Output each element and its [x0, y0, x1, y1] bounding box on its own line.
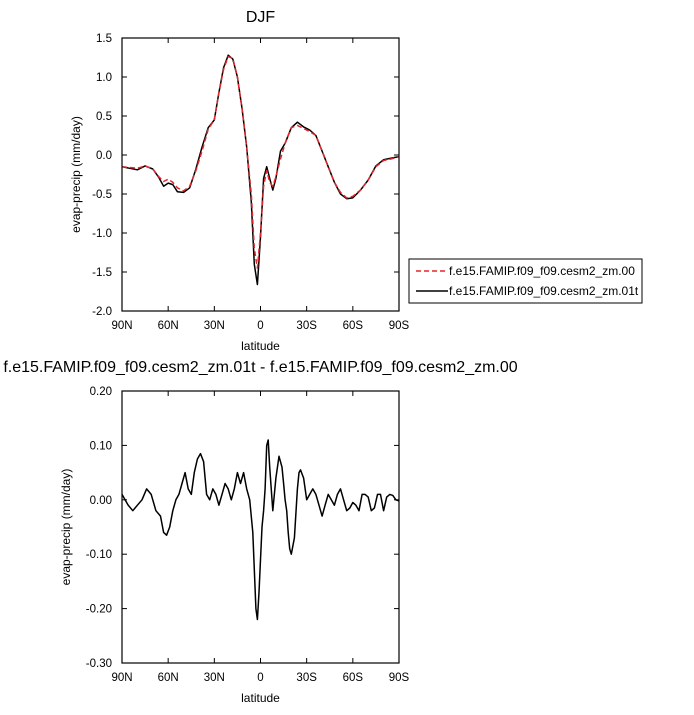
- top-x-tick-label: 60S: [343, 320, 364, 332]
- top-axis-ticks: 90N 60N 30N 0 30S 60S 90S 1.5 1.0 0.5 0.0 -0.5 -1.0 -…: [92, 33, 409, 332]
- bottom-chart-title: f.e15.FAMIP.f09_f09.cesm2_zm.01t - f.e15…: [3, 359, 517, 376]
- legend-label-zm01t: f.e15.FAMIP.f09_f09.cesm2_zm.01t: [449, 284, 639, 298]
- top-y-tick-label: 1.0: [96, 72, 112, 84]
- bottom-y-tick-label: 0.10: [90, 440, 112, 452]
- bottom-plot-frame: [121, 390, 400, 664]
- legend-box: [408, 258, 643, 304]
- top-x-tick-label: 0: [257, 320, 263, 332]
- bottom-y-tick-label: -0.30: [86, 658, 112, 670]
- bottom-axis-ticks: 90N 60N 30N 0 30S 60S 90S 0.20 0.10 0.00 -0.10 -0.2…: [86, 386, 410, 684]
- bottom-y-tick-label: 0.00: [90, 495, 112, 507]
- top-y-tick-label: -2.0: [92, 306, 112, 318]
- bottom-x-axis-label: latitude: [241, 691, 280, 705]
- top-series-line-1: [121, 54, 400, 286]
- bottom-x-tick-label: 90S: [389, 672, 410, 684]
- top-chart-title: DJF: [246, 9, 276, 26]
- top-panel: DJF 90N 60N 30N 0 30S 60S 90S 1.5 1.0 0.5 0.0 -0.5 -…: [69, 9, 410, 353]
- bottom-series-line-0: [121, 439, 400, 621]
- top-x-tick-label: 90N: [111, 320, 132, 332]
- top-y-tick-label: 1.5: [96, 33, 112, 45]
- top-y-tick-label: 0.5: [96, 111, 112, 123]
- bottom-x-tick-label: 60N: [158, 672, 179, 684]
- bottom-panel: f.e15.FAMIP.f09_f09.cesm2_zm.01t - f.e15…: [3, 359, 517, 705]
- top-plot-frame: [121, 37, 400, 312]
- top-series-line-0: [121, 55, 400, 269]
- bottom-plot-area: [121, 439, 400, 621]
- top-y-tick-label: -1.0: [92, 228, 112, 240]
- bottom-x-tick-label: 30N: [204, 672, 225, 684]
- top-x-tick-label: 30S: [296, 320, 317, 332]
- bottom-x-tick-label: 60S: [343, 672, 364, 684]
- top-x-tick-label: 60N: [158, 320, 179, 332]
- bottom-y-tick-label: -0.10: [86, 549, 112, 561]
- top-y-tick-label: 0.0: [96, 150, 112, 162]
- top-x-tick-label: 30N: [204, 320, 225, 332]
- bottom-x-tick-label: 0: [257, 672, 263, 684]
- bottom-x-tick-label: 30S: [296, 672, 317, 684]
- top-y-tick-label: -1.5: [92, 267, 112, 279]
- top-x-tick-label: 90S: [389, 320, 410, 332]
- legend-label-zm00: f.e15.FAMIP.f09_f09.cesm2_zm.00: [449, 264, 635, 278]
- top-y-tick-label: -0.5: [92, 189, 112, 201]
- bottom-y-tick-label: 0.20: [90, 386, 112, 398]
- top-x-axis-label: latitude: [241, 339, 280, 353]
- bottom-y-tick-label: -0.20: [86, 604, 112, 616]
- bottom-y-axis-label: evap-precip (mm/day): [59, 469, 73, 586]
- bottom-x-tick-label: 90N: [111, 672, 132, 684]
- legend: f.e15.FAMIP.f09_f09.cesm2_zm.00 f.e15.FA…: [408, 258, 643, 304]
- top-plot-area: [121, 54, 400, 286]
- top-y-axis-label: evap-precip (mm/day): [69, 116, 83, 233]
